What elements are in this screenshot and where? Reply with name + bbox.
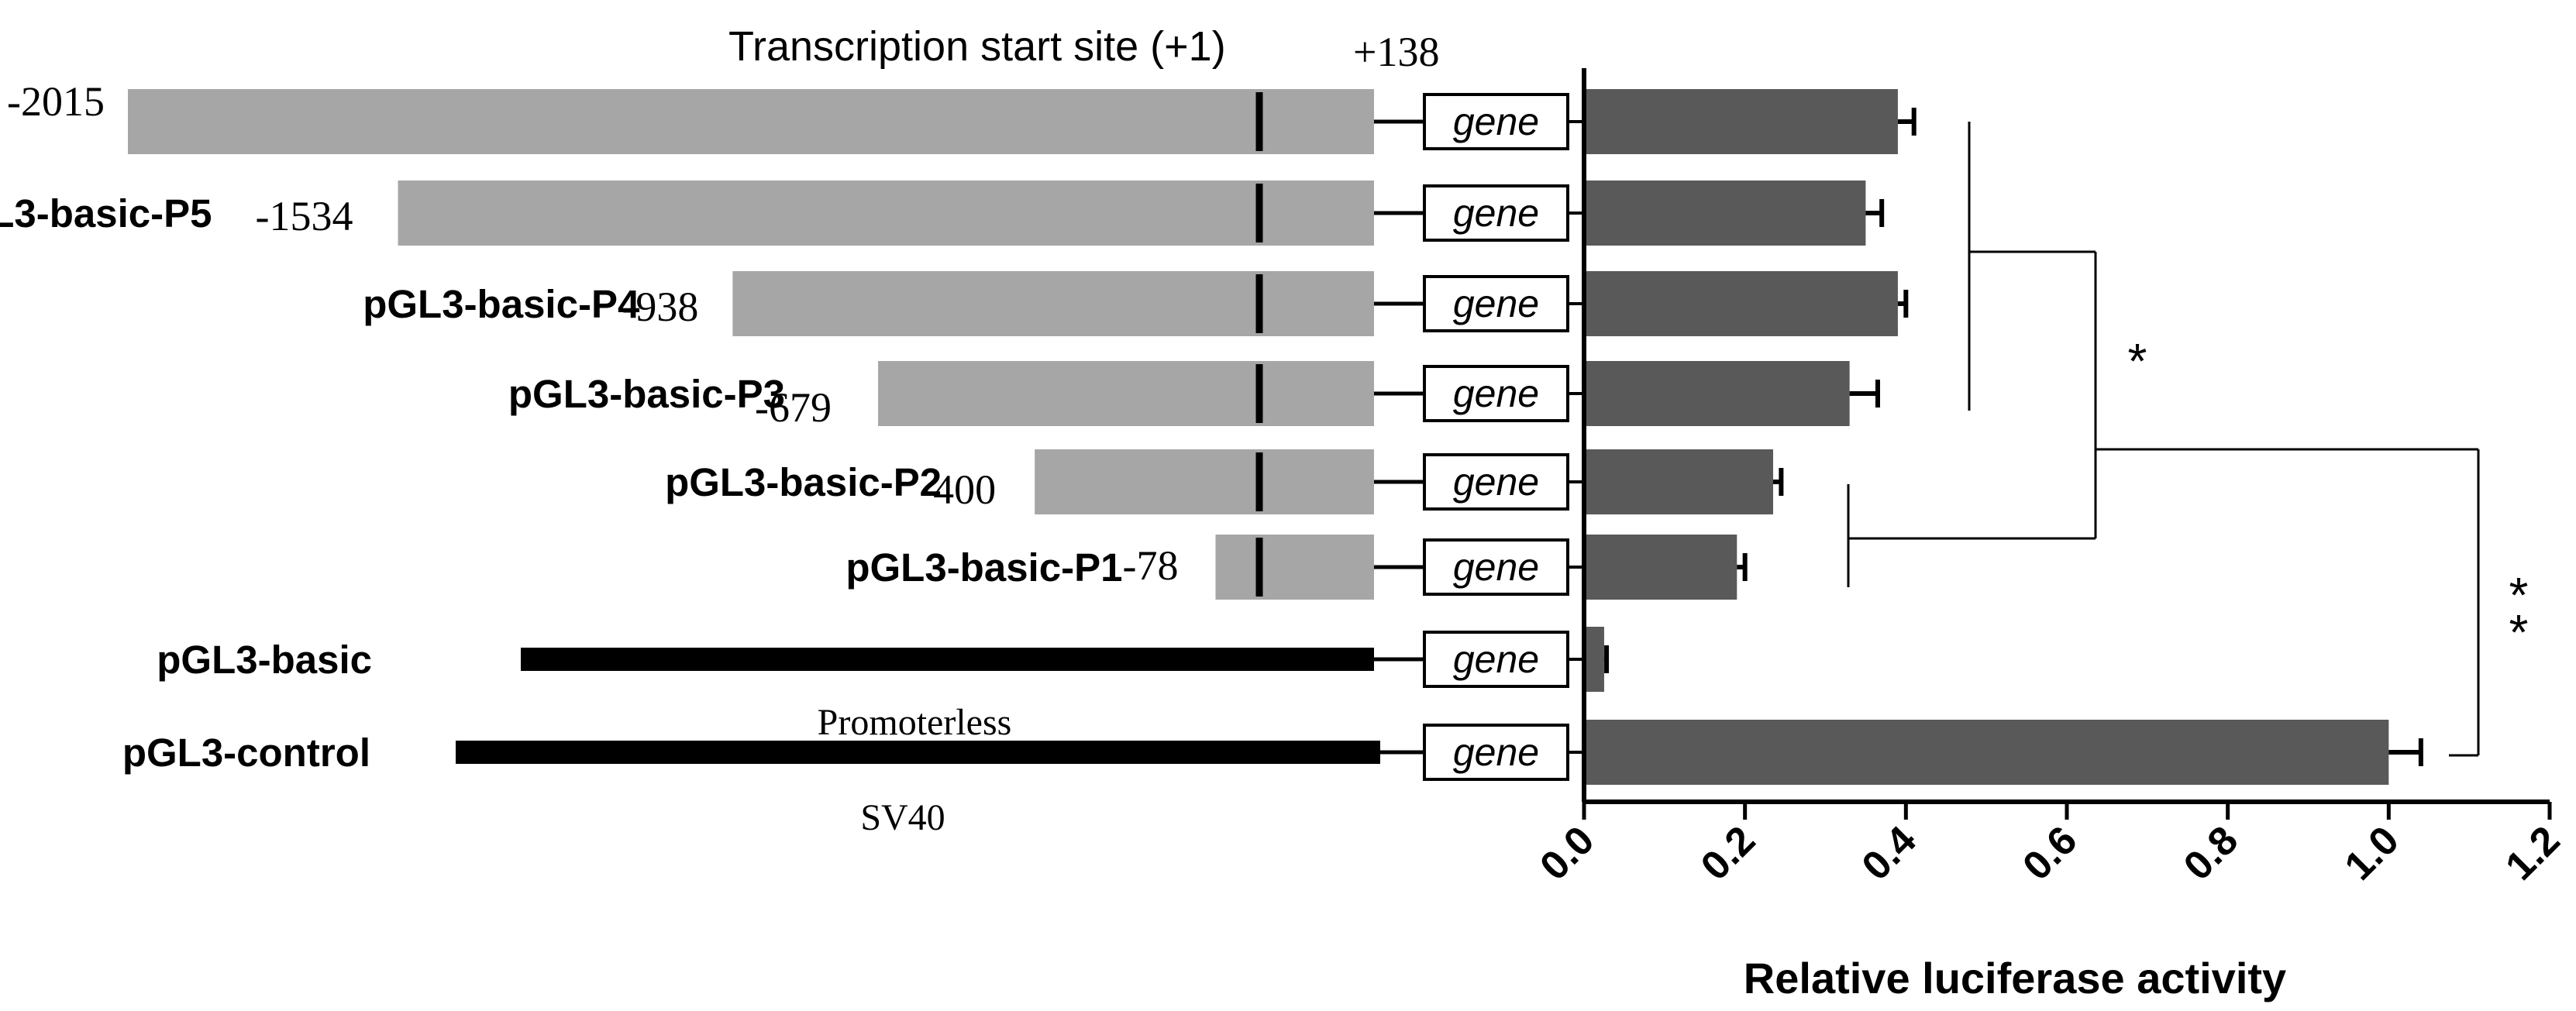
start-coordinate: -679 bbox=[755, 384, 832, 431]
x-tick-label: 0.2 bbox=[1693, 817, 1764, 889]
bar-pGL3-basic-P2 bbox=[1584, 449, 1774, 514]
gene-label: gene bbox=[1453, 545, 1539, 589]
start-coordinate: -1534 bbox=[256, 193, 353, 239]
bar-pGL3-basic bbox=[1584, 627, 1604, 692]
construct-name: pGL3-basic bbox=[157, 638, 372, 682]
x-tick-label: 1.0 bbox=[2337, 817, 2408, 889]
construct-name: pGL3-basic-P1 bbox=[845, 545, 1122, 590]
bar-pGL3-basic-P6 bbox=[1584, 89, 1898, 154]
x-tick-label: 0.4 bbox=[1854, 817, 1925, 889]
x-tick-label: 0.8 bbox=[2175, 817, 2247, 889]
promoterless-backbone bbox=[521, 648, 1374, 671]
x-tick-label: 1.2 bbox=[2497, 817, 2568, 889]
promoter-fragment bbox=[1215, 535, 1374, 600]
gene-label: gene bbox=[1453, 638, 1539, 681]
significance-star: * bbox=[2128, 333, 2147, 389]
x-tick-label: 0.0 bbox=[1531, 817, 1603, 889]
start-coordinate: -400 bbox=[919, 466, 996, 513]
gene-label: gene bbox=[1453, 100, 1539, 143]
promoter-fragment bbox=[878, 361, 1374, 426]
construct-rows: genepGL3-basic-P6-2015genepGL3-basic-P5-… bbox=[0, 78, 2423, 838]
x-tick-label: 0.6 bbox=[2014, 817, 2085, 889]
construct-row-pGL3-basic-P3: gene pGL3-basic-P3-679 bbox=[508, 361, 1880, 431]
construct-row-pGL3-basic-P4: gene pGL3-basic-P4-938 bbox=[363, 271, 1909, 336]
bar-pGL3-basic-P1 bbox=[1584, 535, 1737, 600]
promoter-fragment bbox=[398, 181, 1374, 246]
construct-row-pGL3-control: SV40 gene pGL3-control bbox=[122, 720, 2423, 838]
significance-brackets: *** bbox=[1847, 122, 2529, 757]
gene-label: gene bbox=[1453, 191, 1539, 235]
construct-row-pGL3-basic: Promoterless gene pGL3-basic bbox=[157, 627, 1610, 743]
construct-name: pGL3-basic-P2 bbox=[665, 460, 942, 504]
promoter-fragment bbox=[128, 89, 1374, 154]
construct-name: pGL3-basic-P4 bbox=[363, 282, 640, 326]
gene-label: gene bbox=[1453, 282, 1539, 325]
gene-box bbox=[1423, 184, 1569, 242]
construct-name: pGL3-control bbox=[122, 731, 370, 775]
gene-box bbox=[1423, 275, 1569, 332]
bar-pGL3-basic-P3 bbox=[1584, 361, 1850, 426]
construct-row-pGL3-basic-P2: gene pGL3-basic-P2-400 bbox=[665, 449, 1784, 514]
x-axis-title: Relative luciferase activity bbox=[1744, 954, 2286, 1002]
bar-pGL3-control bbox=[1584, 720, 2389, 785]
start-coordinate: -938 bbox=[622, 284, 698, 330]
sv40-promoter bbox=[456, 741, 1380, 764]
start-coordinate: -2015 bbox=[7, 78, 105, 125]
bar-pGL3-basic-P5 bbox=[1584, 181, 1866, 246]
construct-row-pGL3-basic-P5: gene pGL3-basic-P5 -1534 bbox=[0, 181, 1885, 246]
gene-label: gene bbox=[1453, 372, 1539, 415]
gene-label: gene bbox=[1453, 460, 1539, 504]
construct-name: pGL3-basic-P3 bbox=[508, 372, 785, 416]
promoter-fragment bbox=[1035, 449, 1374, 514]
gene-label: gene bbox=[1453, 731, 1539, 774]
significance-double-star: * bbox=[2509, 567, 2529, 623]
bar-pGL3-basic-P4 bbox=[1584, 271, 1898, 336]
gene-box bbox=[1423, 631, 1569, 688]
end-coordinate-label: +138 bbox=[1353, 29, 1439, 75]
construct-row-pGL3-basic-P1: gene pGL3-basic-P1 -78 bbox=[845, 535, 1748, 600]
start-coordinate: -78 bbox=[1122, 542, 1178, 589]
construct-name: pGL3-basic-P5 bbox=[0, 191, 212, 236]
significance-double-star: * bbox=[2509, 604, 2529, 660]
tss-header-label: Transcription start site (+1) bbox=[728, 23, 1226, 70]
sv40-label: SV40 bbox=[860, 797, 945, 838]
promoterless-label: Promoterless bbox=[818, 702, 1012, 743]
promoter-fragment bbox=[732, 271, 1374, 336]
